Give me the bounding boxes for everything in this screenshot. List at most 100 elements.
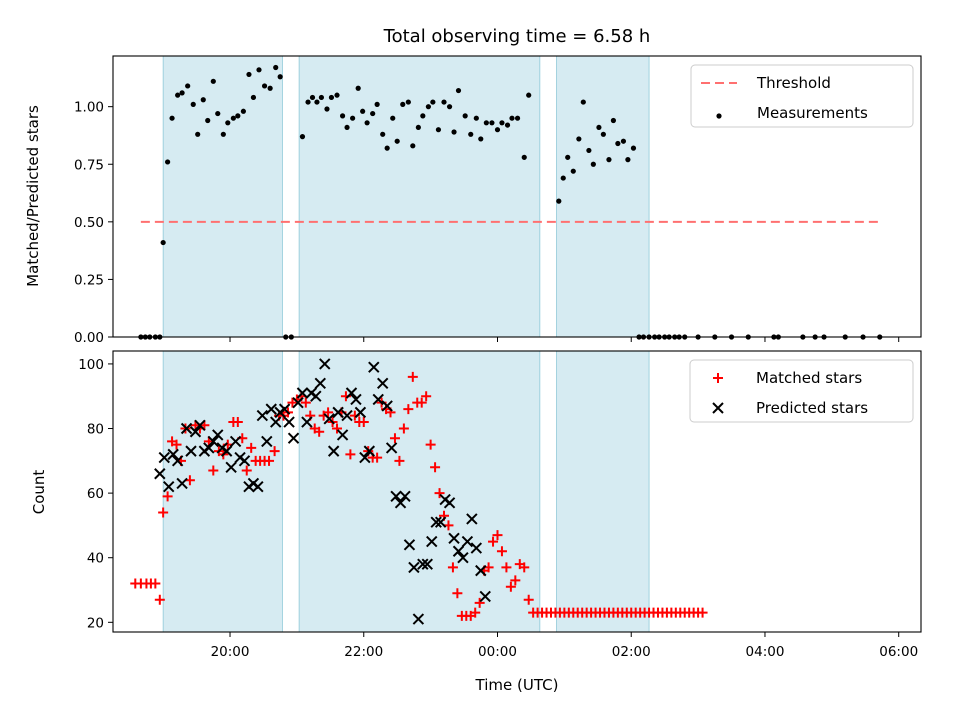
predicted-star-marker	[252, 480, 264, 493]
predicted-star-marker	[461, 535, 474, 548]
legend-box	[689, 359, 914, 423]
matched-star-marker	[434, 488, 445, 499]
measurement-point	[420, 113, 426, 119]
predicted-star-marker	[163, 480, 175, 493]
measurement-point	[305, 99, 311, 105]
measurement-point	[195, 131, 201, 137]
matched-star-marker	[208, 465, 219, 476]
y-tick-label: 0.75	[74, 157, 104, 173]
matched-star-marker	[697, 607, 708, 618]
matched-star-marker	[300, 397, 311, 408]
x-tick-label: 20:00	[211, 644, 250, 660]
measurement-point	[355, 85, 361, 91]
predicted-star-marker	[292, 396, 304, 409]
predicted-star-marker	[372, 393, 384, 406]
predicted-star-marker	[408, 561, 420, 574]
predicted-star-marker	[470, 542, 483, 554]
measurement-point	[565, 154, 571, 160]
measurement-point	[220, 131, 226, 137]
measurement-point	[318, 94, 325, 101]
measurement-point	[261, 83, 268, 89]
matched-star-marker	[398, 423, 409, 434]
x-axis-label: Time (UTC)	[475, 676, 559, 694]
matched-star-marker	[492, 530, 503, 541]
predicted-star-marker	[426, 535, 438, 548]
predicted-star-marker	[376, 377, 389, 390]
measurement-point	[468, 131, 474, 137]
measurement-point	[441, 99, 447, 105]
chart-title: Total observing time = 6.58 h	[383, 26, 651, 47]
matched-star-marker	[389, 433, 400, 444]
predicted-star-marker	[368, 361, 380, 373]
legend-matched-swatch	[713, 373, 723, 383]
x-tick-label: 06:00	[879, 644, 918, 660]
matched-star-marker	[470, 607, 481, 618]
predicted-star-marker	[479, 590, 491, 603]
measurement-point	[339, 113, 346, 119]
predicted-star-marker	[345, 387, 358, 399]
measurement-point	[240, 108, 246, 114]
measurement-point	[526, 92, 532, 98]
measurement-point	[374, 101, 380, 107]
measurement-point	[489, 120, 495, 126]
predicted-star-marker	[194, 419, 206, 431]
measurement-point	[630, 145, 637, 151]
predicted-star-marker	[332, 406, 344, 419]
predicted-star-marker	[238, 455, 251, 467]
matched-star-marker	[372, 452, 383, 463]
legend-label: Matched stars	[756, 369, 862, 387]
measurement-point	[509, 115, 515, 121]
predicted-star-marker	[212, 429, 224, 441]
measurement-point	[246, 71, 252, 78]
predicted-star-marker	[319, 358, 331, 370]
predicted-star-marker	[261, 435, 273, 448]
predicted-star-marker	[283, 416, 295, 428]
measurement-point	[590, 161, 596, 167]
measurement-point	[225, 120, 231, 126]
measurement-point	[190, 101, 196, 107]
measurement-point	[267, 85, 273, 91]
y-tick-label: 60	[87, 486, 104, 502]
measurement-point	[580, 99, 586, 105]
predicted-star-marker	[265, 403, 277, 415]
measurement-point	[560, 175, 566, 181]
measurement-point	[600, 131, 606, 137]
matched-star-marker	[474, 597, 485, 608]
predicted-star-marker	[167, 448, 179, 461]
predicted-star-marker	[452, 545, 465, 557]
observing-interval	[298, 55, 541, 338]
predicted-star-marker	[189, 426, 202, 438]
measurement-point	[334, 92, 340, 98]
y-tick-label: 0.50	[74, 215, 104, 231]
measurement-point	[384, 145, 390, 151]
measurement-point	[556, 198, 562, 204]
measurement-point	[380, 131, 386, 137]
measurement-point	[235, 113, 241, 119]
measurement-point	[185, 83, 191, 89]
measurement-point	[610, 117, 617, 124]
matched-star-marker	[488, 536, 499, 547]
measurement-point	[451, 129, 457, 135]
legend-label: Threshold	[756, 74, 831, 92]
predicted-star-marker	[457, 552, 469, 564]
predicted-star-marker	[359, 451, 371, 464]
predicted-star-marker	[207, 435, 220, 448]
y-tick-label: 1.00	[74, 100, 104, 116]
predicted-star-marker	[448, 532, 460, 545]
measurement-point	[586, 147, 592, 154]
observing-interval	[162, 350, 283, 633]
measurement-point	[314, 99, 320, 105]
y-tick-label: 40	[87, 551, 104, 567]
measurement-point	[250, 94, 257, 101]
measurement-point	[200, 97, 206, 103]
predicted-star-marker	[278, 403, 291, 415]
matched-star-marker	[505, 581, 516, 592]
matched-star-marker	[416, 397, 427, 408]
predicted-star-marker	[154, 468, 166, 480]
predicted-star-marker	[270, 416, 282, 428]
matched-star-marker	[332, 423, 343, 434]
predicted-star-marker	[185, 445, 197, 457]
measurement-point	[462, 113, 468, 119]
predicted-star-marker	[385, 442, 398, 454]
